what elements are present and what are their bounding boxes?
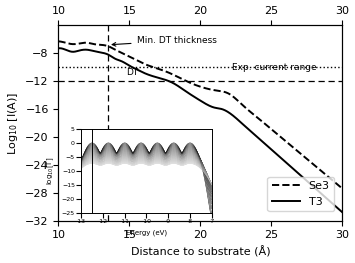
Se3 [191,83,196,86]
Se3 [225,92,230,95]
Line: Se3: Se3 [59,41,343,189]
T3 [211,105,215,109]
Se3 [340,187,345,190]
T3 [193,96,198,99]
Se3 [210,88,214,91]
T3 [226,110,230,114]
Text: Exp. current range: Exp. current range [232,63,316,72]
T3 [58,47,62,50]
Se3 [333,181,338,185]
Se3 [56,40,61,43]
T3 [192,95,196,98]
Y-axis label: Log$_{10}$ [I(A)]: Log$_{10}$ [I(A)] [6,91,20,155]
T3 [334,205,338,208]
T3 [340,211,345,214]
Line: T3: T3 [59,48,343,213]
Legend: Se3, T3: Se3, T3 [268,177,334,211]
Text: DT: DT [127,68,139,77]
T3 [290,166,294,169]
Se3 [289,144,293,147]
X-axis label: Distance to substrate (Å): Distance to substrate (Å) [131,246,270,257]
Text: Min. DT thickness: Min. DT thickness [112,36,217,46]
T3 [56,47,61,50]
Se3 [193,83,197,87]
